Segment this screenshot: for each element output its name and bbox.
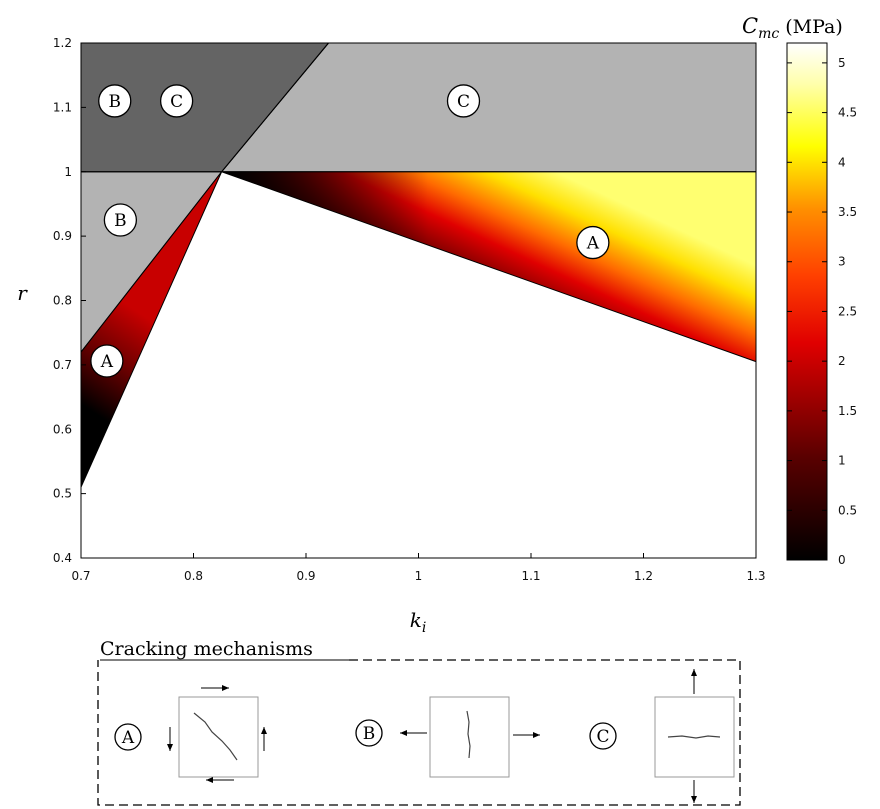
- colorbar-tick-label: 2: [838, 354, 846, 368]
- colorbar-label: Cmc (MPa): [742, 14, 843, 42]
- x-tick-label: 1.1: [521, 569, 540, 583]
- legend-item-C: C: [589, 669, 735, 803]
- region-marker-label: C: [457, 92, 470, 112]
- legend-c-horizontal-crack: [667, 735, 721, 739]
- colorbar: Cmc (MPa) 0 0.5 1 1.5 2 2.5 3 3.5 4 4.5 5: [742, 14, 857, 567]
- colorbar-tick-label: 4.5: [838, 106, 857, 120]
- legend-b-vertical-crack: [466, 710, 471, 759]
- legend-a-diagonal-crack: [193, 712, 238, 761]
- region-marker-a: [576, 225, 610, 260]
- colorbar-tick-label: 0.5: [838, 503, 857, 517]
- colorbar-strip: [786, 42, 828, 561]
- region-marker-b: [103, 203, 138, 237]
- legend-dashed-frame: [97, 659, 741, 806]
- colorbar-tick-label: 3: [838, 255, 846, 269]
- y-axis-label: r: [17, 281, 28, 305]
- legend-c-specimen: [654, 696, 735, 778]
- cracking-mechanisms-legend: Cracking mechanisms A B C: [97, 638, 741, 806]
- region-marker-c: [159, 84, 194, 118]
- x-tick-label: 0.9: [296, 569, 315, 583]
- colorbar-tick-label: 0: [838, 553, 846, 567]
- colorbar-tick-label: 1: [838, 454, 846, 468]
- legend-title: Cracking mechanisms: [100, 638, 313, 660]
- x-tick-label: 1.2: [634, 569, 653, 583]
- y-tick-label: 1.2: [53, 36, 72, 50]
- legend-b-label: B: [363, 724, 376, 744]
- colorbar-tick-label: 5: [838, 56, 846, 70]
- x-axis-label: ki: [410, 608, 427, 636]
- y-tick-label: 0.5: [53, 487, 72, 501]
- x-tick-label: 1: [415, 569, 423, 583]
- y-tick-label: 0.8: [53, 294, 72, 308]
- boundary-a-lower: [80, 171, 223, 488]
- legend-item-B: B: [355, 696, 540, 778]
- legend-a-circle: [114, 723, 142, 751]
- boundary-b-a: [80, 171, 223, 353]
- region-marker-c: [446, 84, 481, 118]
- y-tick-label: 1: [64, 165, 72, 179]
- x-tick-label: 1.3: [746, 569, 765, 583]
- x-tick-label: 0.8: [184, 569, 203, 583]
- region-marker-label: B: [114, 211, 127, 231]
- x-tick-label: 0.7: [71, 569, 90, 583]
- colorbar-tick-label: 2.5: [838, 304, 857, 318]
- boundary-bc-c: [221, 42, 329, 173]
- region-marker-label: A: [100, 352, 114, 372]
- boundary-a-right: [221, 171, 757, 363]
- colorbar-tick-label: 1.5: [838, 404, 857, 418]
- plot-area: 0.7 0.8 0.9 1 1.1 1.2 1.3 0.4 0.5 0.6 0.7 0.8 0.9 1 1.…: [53, 36, 766, 583]
- legend-item-A: A: [114, 685, 267, 783]
- legend-b-specimen: [429, 696, 510, 778]
- region-marker-label: C: [170, 92, 183, 112]
- y-tick-label: 0.4: [53, 551, 72, 565]
- y-tick-label: 1.1: [53, 100, 72, 114]
- colorbar-tick-label: 3.5: [838, 205, 857, 219]
- region-marker-b: [98, 84, 132, 118]
- colorbar-tick-label: 4: [838, 155, 846, 169]
- legend-c-circle: [589, 722, 617, 750]
- legend-a-specimen: [178, 696, 259, 778]
- region-marker-a: [90, 344, 124, 378]
- region-marker-label: A: [586, 234, 600, 254]
- y-tick-label: 0.7: [53, 358, 72, 372]
- y-tick-label: 0.6: [53, 422, 72, 436]
- y-tick-label: 0.9: [53, 229, 72, 243]
- legend-b-circle: [355, 719, 383, 747]
- region-marker-label: B: [109, 92, 122, 112]
- legend-a-label: A: [121, 728, 135, 748]
- legend-c-label: C: [596, 727, 609, 747]
